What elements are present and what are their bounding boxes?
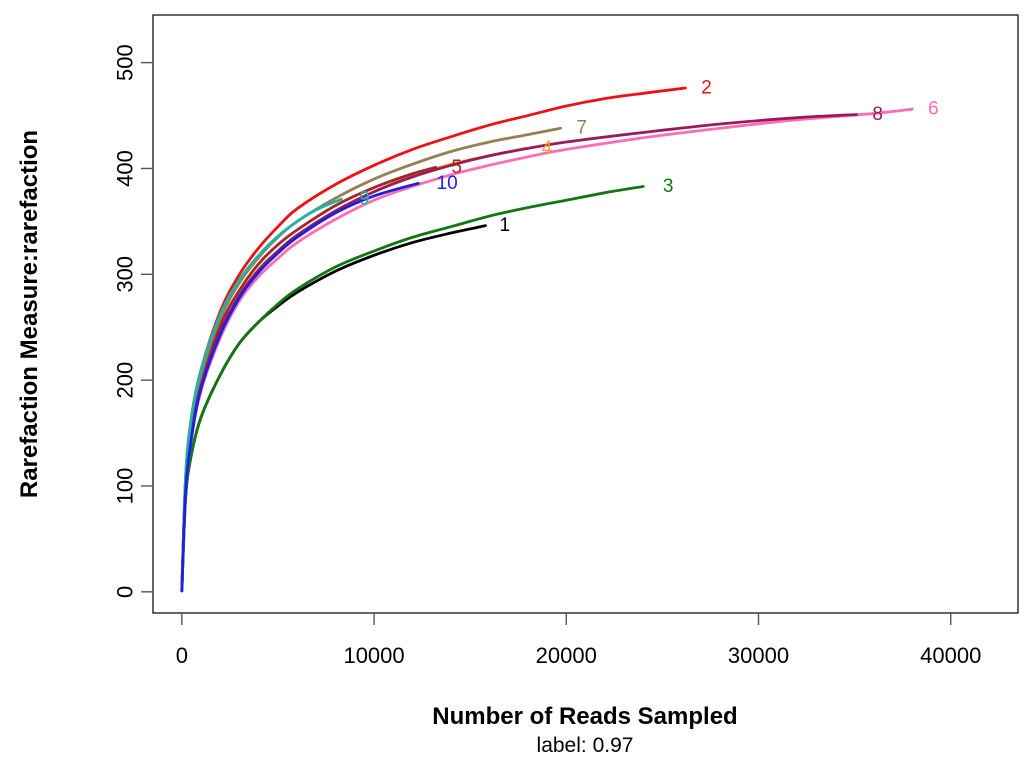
curve-label-4: 4 bbox=[542, 138, 553, 159]
curve-label-5: 5 bbox=[451, 157, 462, 178]
series-line-9 bbox=[180, 197, 343, 593]
curve-label-3: 3 bbox=[663, 176, 674, 197]
y-tick-label: 200 bbox=[113, 362, 138, 399]
curve-label-10: 10 bbox=[437, 173, 458, 194]
series-line-4 bbox=[180, 146, 528, 593]
curve-label-1: 1 bbox=[499, 215, 510, 236]
x-axis-title: Number of Reads Sampled bbox=[432, 703, 737, 730]
x-tick-label: 40000 bbox=[920, 643, 981, 668]
curve-label-9: 9 bbox=[359, 189, 370, 210]
y-tick-label: 0 bbox=[113, 586, 138, 598]
x-tick-label: 20000 bbox=[536, 643, 597, 668]
x-axis-ticks: 0 10000 20000 30000 40000 bbox=[176, 613, 981, 668]
x-tick-label: 30000 bbox=[728, 643, 789, 668]
y-axis-ticks: 0 100 200 300 400 500 bbox=[113, 44, 153, 598]
series-line-1 bbox=[180, 224, 487, 593]
series-curves bbox=[180, 86, 914, 593]
chart-subtitle: label: 0.97 bbox=[537, 734, 634, 757]
series-line-6 bbox=[180, 107, 914, 593]
series-line-10 bbox=[180, 181, 420, 593]
y-tick-label: 400 bbox=[113, 150, 138, 187]
y-tick-label: 300 bbox=[113, 256, 138, 293]
curve-label-8: 8 bbox=[872, 104, 883, 125]
y-tick-label: 100 bbox=[113, 468, 138, 505]
series-line-3 bbox=[180, 185, 645, 593]
x-tick-label: 10000 bbox=[343, 643, 404, 668]
series-line-8 bbox=[180, 113, 858, 593]
curve-label-2: 2 bbox=[701, 78, 712, 99]
x-tick-label: 0 bbox=[176, 643, 188, 668]
y-axis-title: Rarefaction Measure:rarefaction bbox=[16, 130, 43, 498]
curve-label-7: 7 bbox=[576, 118, 587, 139]
curve-labels: 1 2 3 4 5 6 7 8 9 10 bbox=[359, 78, 939, 237]
series-line-2 bbox=[180, 86, 687, 593]
y-tick-label: 500 bbox=[113, 44, 138, 81]
curve-label-6: 6 bbox=[928, 99, 939, 120]
plot-frame bbox=[152, 14, 1019, 614]
